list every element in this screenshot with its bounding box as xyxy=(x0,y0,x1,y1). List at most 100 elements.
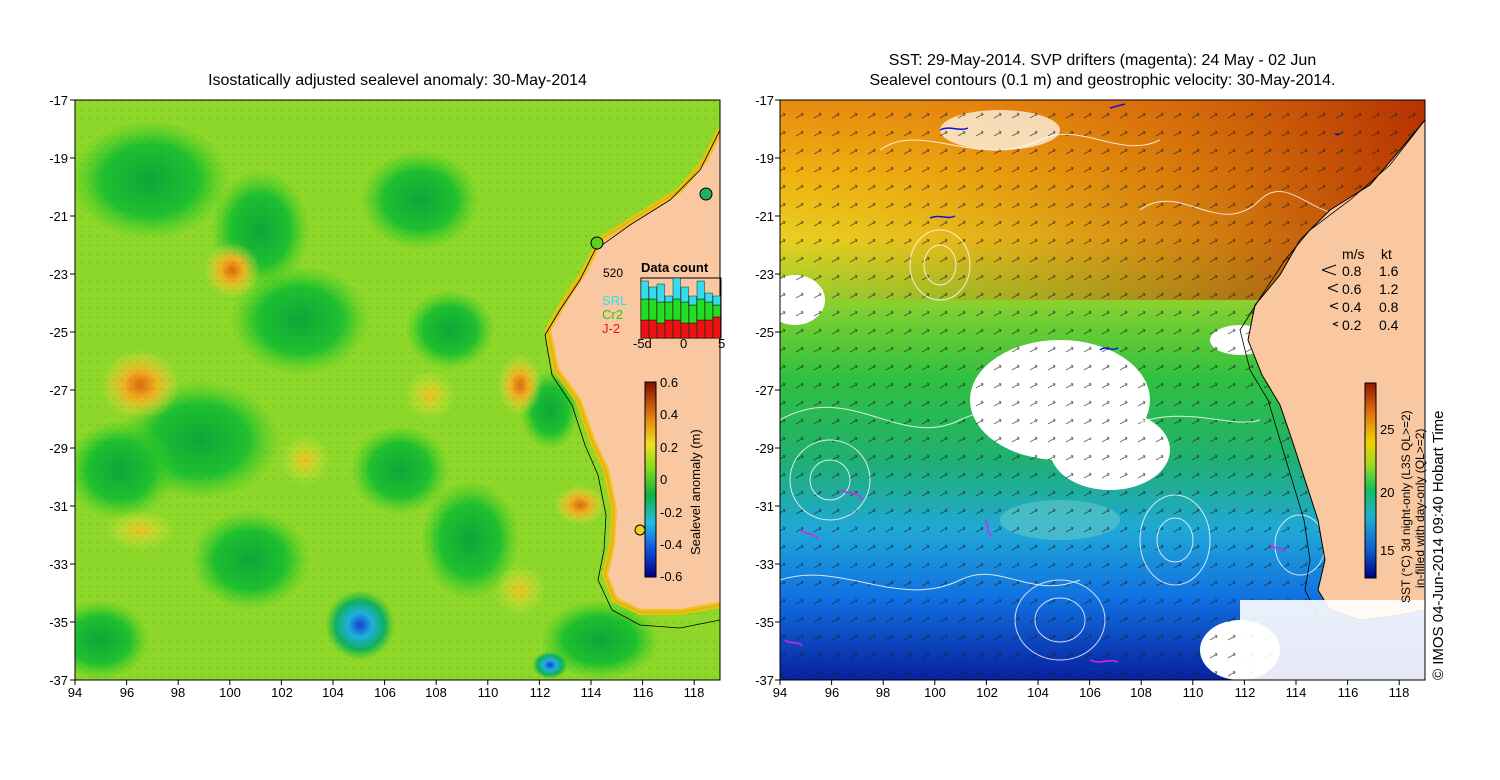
data-count-bar-cr2 xyxy=(640,298,649,321)
data-count-bar-srl xyxy=(648,286,657,300)
data-count-bar-j2 xyxy=(656,322,665,339)
data-count-x-label: 0 xyxy=(680,336,688,351)
data-count-bar-srl xyxy=(712,295,721,306)
velocity-kt: 0.4 xyxy=(1379,317,1399,333)
x-tick: 100 xyxy=(219,685,241,700)
x-tick: 112 xyxy=(529,685,551,700)
y-tick: -37 xyxy=(755,673,774,688)
data-count-bar-cr2 xyxy=(712,304,721,318)
velocity-header-ms: m/s xyxy=(1342,246,1365,262)
velocity-kt: 1.2 xyxy=(1379,281,1399,297)
data-count-bar-srl xyxy=(664,295,673,303)
data-count-bar-cr2 xyxy=(656,301,665,324)
anomaly-colorbar-label: Sealevel anomaly (m) xyxy=(688,429,703,555)
colorbar-tick: -0.4 xyxy=(660,537,683,552)
velocity-header-kt: kt xyxy=(1381,246,1392,262)
y-tick: -25 xyxy=(49,325,68,340)
velocity-ms: 0.2 xyxy=(1342,317,1362,333)
x-tick: 108 xyxy=(1130,685,1152,700)
x-tick: 118 xyxy=(1388,685,1410,700)
colorbar-tick: 0.2 xyxy=(660,440,679,455)
y-tick: -29 xyxy=(49,441,68,456)
data-count-x-label: 5 xyxy=(718,336,726,351)
y-tick: -35 xyxy=(755,615,774,630)
data-count-bar-j2 xyxy=(704,319,713,339)
y-tick: -35 xyxy=(49,615,68,630)
x-tick: 118 xyxy=(683,685,705,700)
data-count-bar-cr2 xyxy=(664,301,673,321)
y-tick: -21 xyxy=(755,209,774,224)
y-tick: -25 xyxy=(755,325,774,340)
x-tick: 96 xyxy=(119,685,135,700)
data-count-bar-cr2 xyxy=(648,298,657,321)
velocity-ms: 0.8 xyxy=(1342,263,1362,279)
data-count-bar-srl xyxy=(688,295,697,306)
sst-colorbar-label-2: in-filled with day-only (QL>=2) xyxy=(1413,428,1427,588)
y-tick: -27 xyxy=(49,383,68,398)
x-tick: 106 xyxy=(1079,685,1101,700)
x-tick: 94 xyxy=(772,685,788,700)
data-count-bars xyxy=(640,277,721,339)
x-tick: 116 xyxy=(632,685,654,700)
sst-colorbar-label-1: SST (°C) 3d night-only (L3S QL>=2) xyxy=(1399,410,1413,603)
right-panel-title-line2: Sealevel contours (0.1 m) and geostrophi… xyxy=(869,72,1336,89)
x-tick: 94 xyxy=(67,685,83,700)
data-count-title: Data count xyxy=(641,260,709,275)
x-tick: 98 xyxy=(170,685,186,700)
sst-colorbar-tick: 15 xyxy=(1380,543,1395,558)
data-count-bar-srl xyxy=(640,280,649,300)
x-tick: 102 xyxy=(271,685,293,700)
colorbar-tick: 0.4 xyxy=(660,407,679,422)
imos-credit: © IMOS 04-Jun-2014 09:40 Hobart Time xyxy=(1430,410,1447,680)
x-tick: 102 xyxy=(976,685,998,700)
data-count-bar-cr2 xyxy=(704,301,713,321)
data-count-bar-j2 xyxy=(688,322,697,339)
data-count-bar-srl xyxy=(680,286,689,303)
y-tick: -29 xyxy=(755,441,774,456)
data-count-bar-srl xyxy=(656,283,665,303)
y-tick: -17 xyxy=(755,93,774,108)
x-tick: 98 xyxy=(875,685,891,700)
x-tick: 114 xyxy=(1285,685,1307,700)
x-tick: 110 xyxy=(477,685,499,700)
x-tick: 108 xyxy=(425,685,447,700)
y-tick: -31 xyxy=(49,499,68,514)
data-count-max: 520 xyxy=(603,266,624,280)
velocity-kt: 1.6 xyxy=(1379,263,1399,279)
sst-colorbar-tick: 25 xyxy=(1380,422,1395,437)
x-tick: 100 xyxy=(924,685,946,700)
data-count-bar-cr2 xyxy=(672,298,681,321)
y-tick: -19 xyxy=(755,151,774,166)
x-tick: 114 xyxy=(580,685,602,700)
x-tick: 110 xyxy=(1182,685,1204,700)
data-count-bar-j2 xyxy=(712,316,721,339)
data-count-x-label: -5d xyxy=(633,336,652,351)
legend-cr2: Cr2 xyxy=(602,307,623,322)
data-count-bar-cr2 xyxy=(680,301,689,324)
velocity-ms: 0.4 xyxy=(1342,299,1362,315)
x-tick: 96 xyxy=(824,685,840,700)
x-tick: 116 xyxy=(1337,685,1359,700)
y-tick: -19 xyxy=(49,151,68,166)
y-tick: -23 xyxy=(755,267,774,282)
x-tick: 106 xyxy=(374,685,396,700)
y-tick: -31 xyxy=(755,499,774,514)
y-tick: -33 xyxy=(49,557,68,572)
sst-colorbar-tick: 20 xyxy=(1380,485,1395,500)
y-tick: -23 xyxy=(49,267,68,282)
y-tick: -33 xyxy=(755,557,774,572)
anomaly-colorbar xyxy=(644,381,657,578)
data-count-bar-cr2 xyxy=(696,298,705,321)
data-count-bar-j2 xyxy=(696,319,705,339)
data-count-bar-srl xyxy=(672,277,681,300)
sst-colorbar xyxy=(1364,382,1377,579)
legend-srl: SRL xyxy=(602,293,628,308)
colorbar-tick: -0.2 xyxy=(660,505,683,520)
colorbar-tick: 0.6 xyxy=(660,375,679,390)
data-count-bar-srl xyxy=(696,280,705,300)
y-tick: -21 xyxy=(49,209,68,224)
colorbar-tick: 0 xyxy=(660,472,668,487)
velocity-ms: 0.6 xyxy=(1342,281,1362,297)
x-tick: 112 xyxy=(1234,685,1256,700)
